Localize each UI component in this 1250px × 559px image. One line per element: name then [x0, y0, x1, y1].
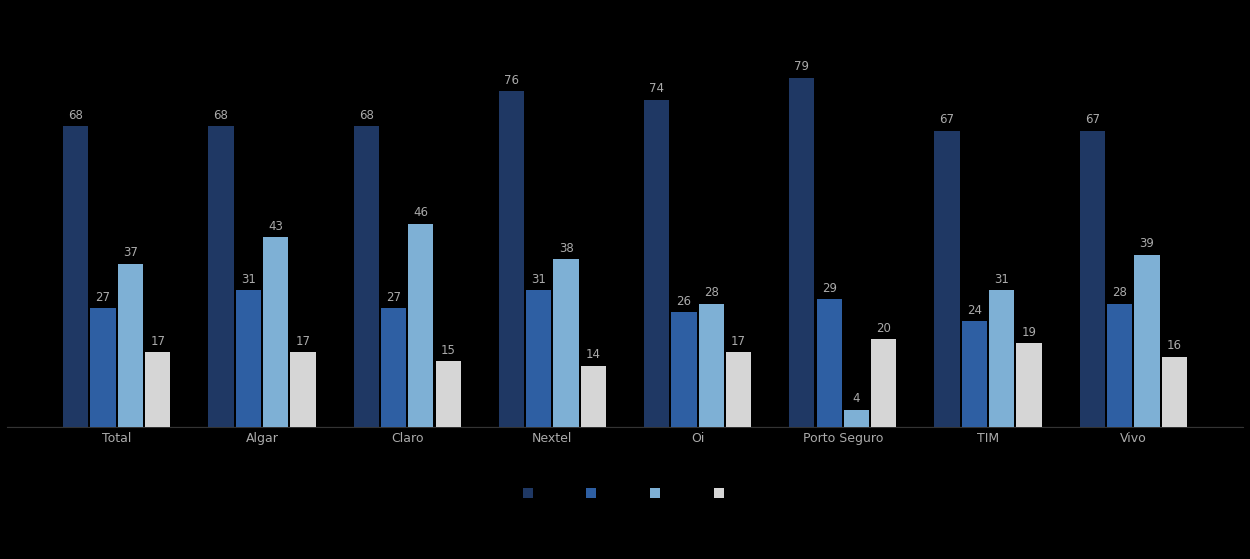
Bar: [1080, 131, 1105, 428]
Bar: [526, 290, 551, 428]
Text: 17: 17: [731, 335, 746, 348]
Text: 46: 46: [414, 206, 429, 220]
Bar: [816, 299, 841, 428]
Bar: [145, 352, 170, 428]
Bar: [209, 126, 234, 428]
Bar: [236, 290, 261, 428]
Legend: , , , : , , ,: [518, 482, 732, 505]
Text: 76: 76: [504, 74, 519, 87]
Bar: [871, 339, 896, 428]
Bar: [381, 308, 406, 428]
Bar: [699, 304, 724, 428]
Text: 26: 26: [676, 295, 691, 308]
Text: 31: 31: [241, 273, 256, 286]
Bar: [554, 259, 579, 428]
Bar: [1016, 343, 1041, 428]
Text: 17: 17: [295, 335, 310, 348]
Text: 15: 15: [441, 344, 455, 357]
Bar: [581, 366, 606, 428]
Bar: [961, 321, 988, 428]
Text: 17: 17: [150, 335, 165, 348]
Text: 20: 20: [876, 321, 891, 334]
Bar: [118, 264, 142, 428]
Text: 68: 68: [214, 109, 229, 122]
Text: 68: 68: [359, 109, 374, 122]
Text: 24: 24: [968, 304, 982, 317]
Text: 38: 38: [559, 242, 574, 255]
Bar: [671, 312, 696, 428]
Bar: [1108, 304, 1132, 428]
Text: 31: 31: [531, 273, 546, 286]
Text: 68: 68: [69, 109, 84, 122]
Bar: [989, 290, 1014, 428]
Text: 39: 39: [1140, 238, 1155, 250]
Text: 19: 19: [1021, 326, 1036, 339]
Text: 43: 43: [269, 220, 282, 233]
Text: 29: 29: [821, 282, 836, 295]
Bar: [499, 91, 524, 428]
Text: 67: 67: [940, 113, 955, 126]
Bar: [354, 126, 379, 428]
Text: 4: 4: [853, 392, 860, 405]
Bar: [1135, 255, 1160, 428]
Bar: [262, 237, 289, 428]
Text: 16: 16: [1166, 339, 1181, 352]
Bar: [726, 352, 751, 428]
Bar: [90, 308, 115, 428]
Bar: [935, 131, 960, 428]
Bar: [435, 361, 461, 428]
Text: 67: 67: [1085, 113, 1100, 126]
Text: 28: 28: [704, 286, 719, 299]
Text: 28: 28: [1112, 286, 1128, 299]
Text: 14: 14: [586, 348, 601, 361]
Text: 31: 31: [994, 273, 1009, 286]
Text: 74: 74: [649, 83, 664, 96]
Bar: [409, 224, 434, 428]
Text: 37: 37: [122, 247, 138, 259]
Text: 79: 79: [794, 60, 809, 73]
Text: 27: 27: [386, 291, 401, 304]
Bar: [844, 410, 869, 428]
Bar: [290, 352, 315, 428]
Text: 27: 27: [95, 291, 110, 304]
Bar: [789, 78, 815, 428]
Bar: [644, 100, 669, 428]
Bar: [64, 126, 89, 428]
Bar: [1161, 357, 1186, 428]
